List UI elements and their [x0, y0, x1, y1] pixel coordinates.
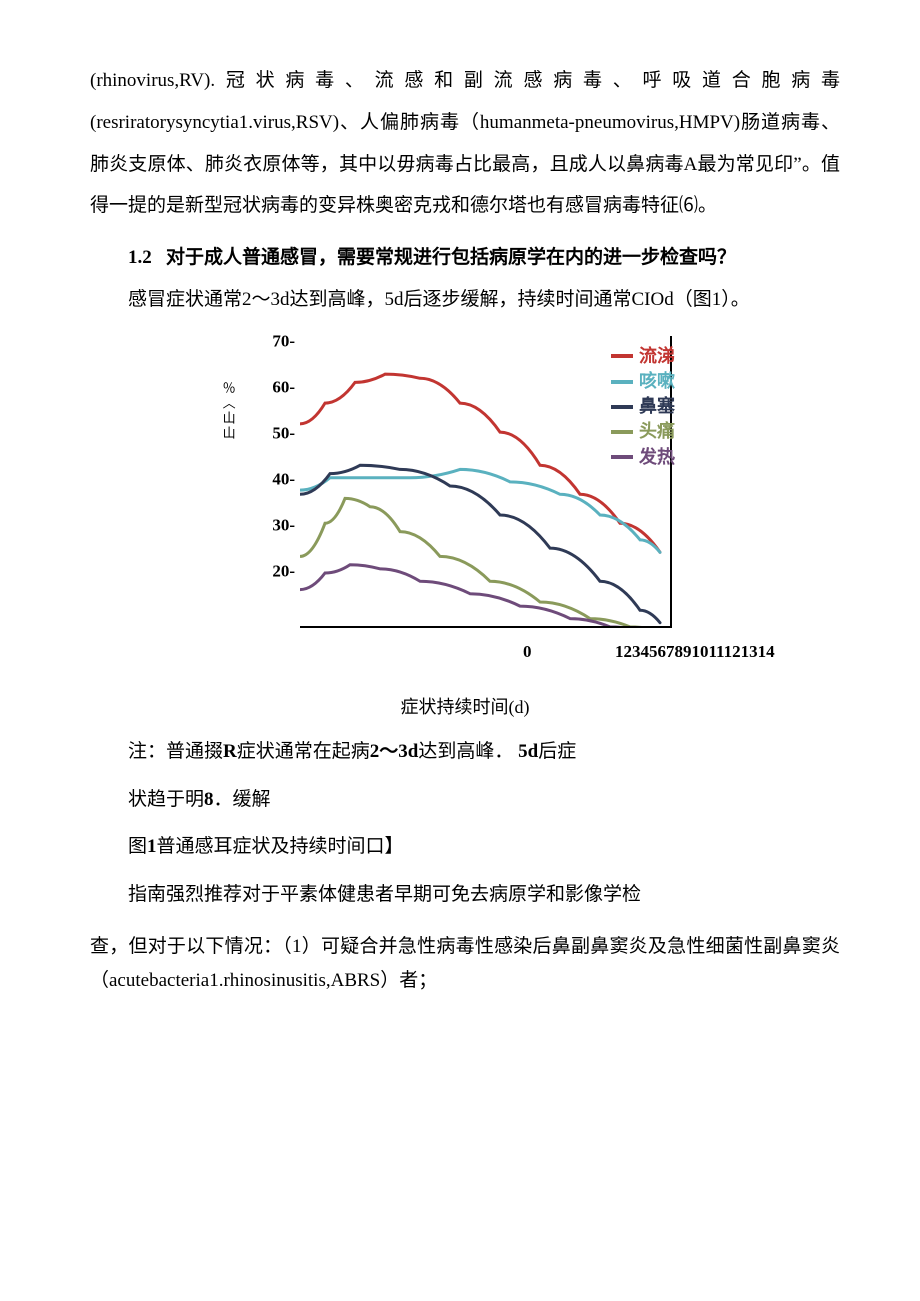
series-congestion	[300, 465, 660, 622]
y-tick: 40-	[272, 460, 295, 497]
y-tick: 60-	[272, 368, 295, 405]
section-title: 对于成人普通感冒，需要常规进行包括病原学在内的进一步检查吗？	[166, 247, 736, 268]
legend-item: 头痛	[611, 419, 675, 444]
legend-item: 发热	[611, 445, 675, 470]
legend-item: 流涕	[611, 344, 675, 369]
series-runny	[300, 374, 660, 552]
legend-label: 咳嗽	[639, 369, 675, 394]
y-tick: 30-	[272, 506, 295, 543]
paragraph-3: 指南强烈推荐对于平素体健患者早期可免去病原学和影像学检	[90, 874, 840, 916]
paragraph-2: 感冒症状通常2～3d达到高峰，5d后逐步缓解，持续时间通常CIOd（图1）。	[90, 279, 840, 321]
legend-label: 发热	[639, 445, 675, 470]
figure-note-1: 注：普通掇R症状通常在起病2～3d达到高峰． 5d后症	[90, 731, 840, 773]
legend-item: 咳嗽	[611, 369, 675, 394]
section-heading: 1.2 对于成人普通感冒，需要常规进行包括病原学在内的进一步检查吗？	[90, 237, 840, 279]
legend-label: 头痛	[639, 419, 675, 444]
section-number: 1.2	[128, 247, 152, 268]
series-headache	[300, 498, 660, 626]
x-numbers: 1234567891011121314	[615, 633, 775, 670]
legend-swatch	[611, 405, 633, 409]
legend-label: 鼻塞	[639, 394, 675, 419]
plot-area: 流涕咳嗽鼻塞头痛发热	[300, 336, 672, 628]
legend-swatch	[611, 380, 633, 384]
y-axis-label: ％〈山山	[213, 381, 242, 441]
y-tick: 50-	[272, 414, 295, 451]
legend: 流涕咳嗽鼻塞头痛发热	[611, 344, 675, 470]
figure-note-2: 状趋于明8．缓解	[90, 779, 840, 821]
y-axis: 70-60-50-40-30-20-	[255, 331, 295, 631]
y-tick: 20-	[272, 552, 295, 589]
x-zero: 0	[523, 633, 532, 670]
paragraph-4: 查，但对于以下情况：（1）可疑合并急性病毒性感染后鼻副鼻窦炎及急性细菌性副鼻窦炎…	[90, 930, 840, 998]
figure-label: 图1普通感耳症状及持续时间口】	[90, 826, 840, 868]
series-cough	[300, 469, 660, 552]
figure-caption-block: 症状持续时间(d) 注：普通掇R症状通常在起病2～3d达到高峰． 5d后症 状趋…	[90, 689, 840, 916]
legend-swatch	[611, 455, 633, 459]
x-axis-title: 症状持续时间(d)	[90, 689, 840, 725]
paragraph-1: (rhinovirus,RV).冠状病毒、流感和副流感病毒、呼吸道合胞病毒(re…	[90, 60, 840, 227]
legend-swatch	[611, 430, 633, 434]
legend-item: 鼻塞	[611, 394, 675, 419]
symptom-chart: ％〈山山 70-60-50-40-30-20- 流涕咳嗽鼻塞头痛发热 0 123…	[185, 331, 745, 671]
legend-label: 流涕	[639, 344, 675, 369]
legend-swatch	[611, 354, 633, 358]
y-tick: 70-	[272, 322, 295, 359]
